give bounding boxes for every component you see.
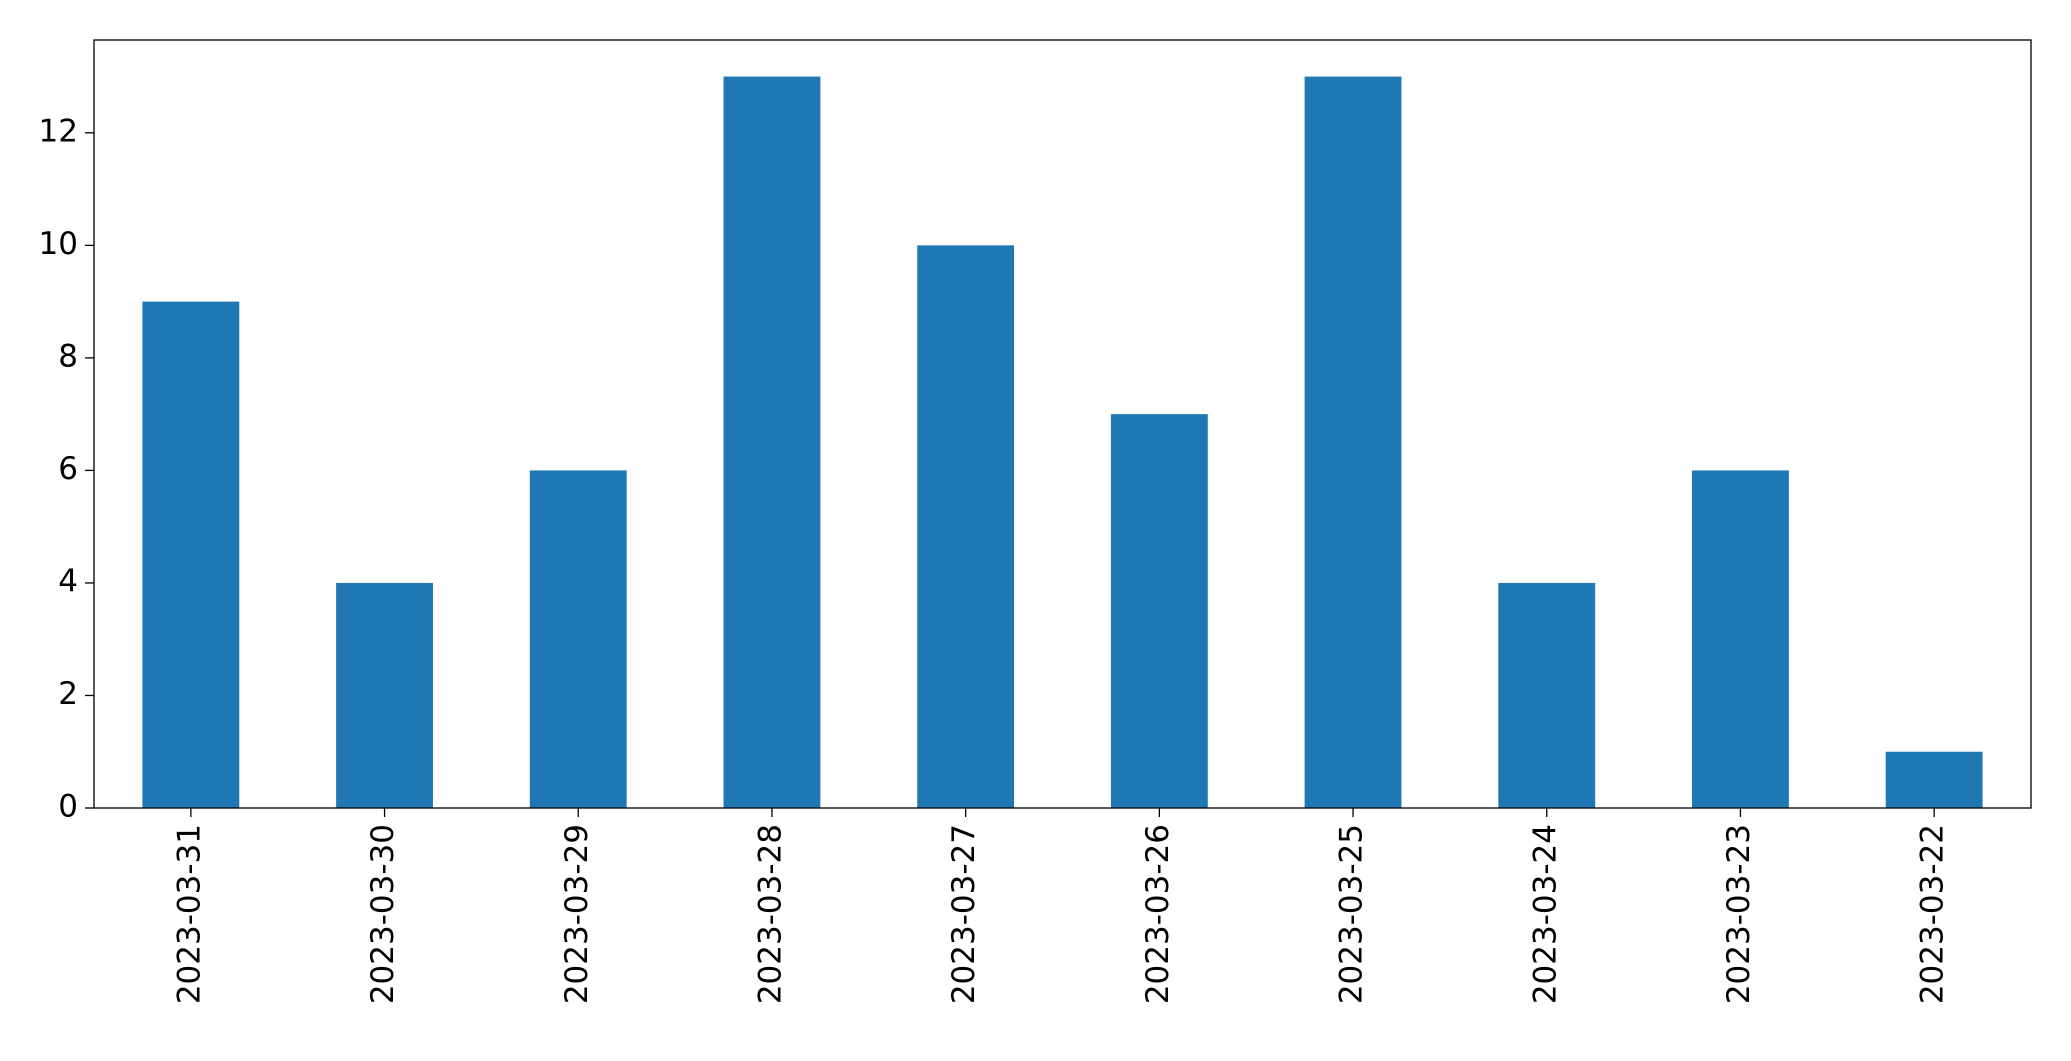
x-tick-label: 2023-03-30 xyxy=(365,824,401,1004)
bar xyxy=(723,76,821,809)
x-tick-label: 2023-03-22 xyxy=(1915,824,1951,1004)
x-tick-label: 2023-03-25 xyxy=(1334,824,1370,1004)
bar xyxy=(1692,470,1789,808)
x-tick-label: 2023-03-24 xyxy=(1527,824,1563,1004)
plot-frame xyxy=(93,39,2032,809)
bar xyxy=(1110,414,1208,808)
y-tick-label: 8 xyxy=(58,338,78,374)
bar xyxy=(529,470,627,808)
y-tick-label: 10 xyxy=(39,226,78,262)
x-tick-label: 2023-03-29 xyxy=(559,824,595,1004)
x-tick-label: 2023-03-26 xyxy=(1140,824,1176,1004)
x-tick-label: 2023-03-27 xyxy=(946,824,982,1004)
y-tick-label: 0 xyxy=(58,789,78,825)
bar xyxy=(917,245,1015,808)
bar xyxy=(1498,582,1596,808)
y-tick-label: 12 xyxy=(39,113,78,149)
bar xyxy=(336,582,433,808)
y-tick-label: 2 xyxy=(58,676,78,712)
bar xyxy=(1304,76,1402,809)
y-tick-label: 6 xyxy=(58,451,78,487)
bar xyxy=(142,301,240,808)
y-tick-label: 4 xyxy=(58,563,78,599)
x-tick-label: 2023-03-28 xyxy=(752,824,788,1004)
x-tick-label: 2023-03-23 xyxy=(1721,824,1757,1004)
bar xyxy=(1885,751,1983,808)
x-tick-label: 2023-03-31 xyxy=(171,824,207,1004)
